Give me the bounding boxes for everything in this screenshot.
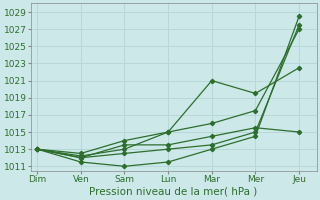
X-axis label: Pression niveau de la mer( hPa ): Pression niveau de la mer( hPa ) xyxy=(90,187,258,197)
